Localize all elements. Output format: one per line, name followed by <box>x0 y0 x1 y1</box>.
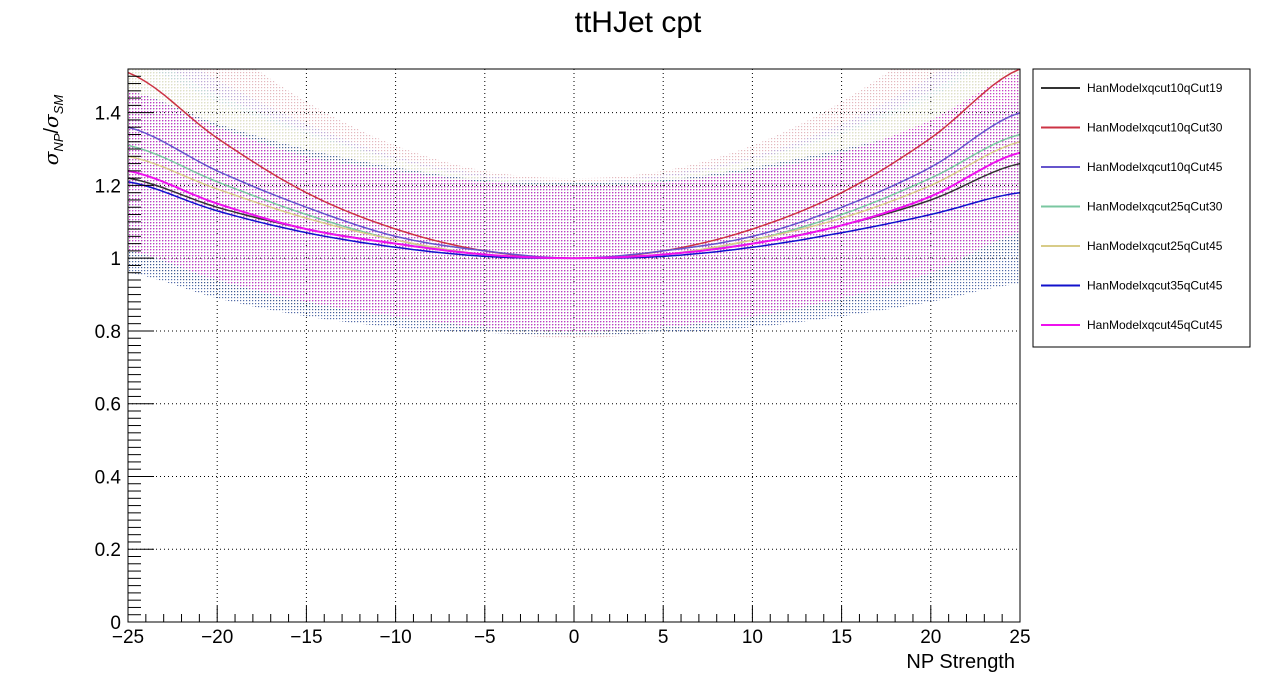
y-tick-label: 1.2 <box>95 176 121 197</box>
legend-label: HanModelxqcut45qCut45 <box>1087 318 1223 332</box>
series-lines <box>128 69 1020 260</box>
x-tick-label: 20 <box>920 627 941 648</box>
x-tick-label: 15 <box>831 627 852 648</box>
y-tick-label: 0.4 <box>95 467 122 488</box>
y-tick-label: 0 <box>110 613 121 634</box>
legend-label: HanModelxqcut25qCut45 <box>1087 239 1223 253</box>
x-tick-label: 0 <box>569 627 580 648</box>
x-axis-title: NP Strength <box>906 651 1015 673</box>
y-tick-label: 0.2 <box>95 540 121 561</box>
legend-label: HanModelxqcut10qCut19 <box>1087 81 1223 95</box>
legend-box <box>1032 68 1251 348</box>
x-tick-label: −25 <box>112 627 144 648</box>
x-tick-label: −10 <box>379 627 411 648</box>
line-HanModelxqcut45qCut45 <box>128 151 1020 260</box>
band-HanModelxqcut45qCut45 <box>128 72 1020 331</box>
x-tick-label: 25 <box>1009 627 1030 648</box>
uncertainty-bands <box>128 69 1020 339</box>
y-tick-label: 1.4 <box>95 104 122 125</box>
legend: HanModelxqcut10qCut19 HanModelxqcut10qCut… <box>1032 68 1251 348</box>
chart-title: ttHJet cpt <box>575 6 702 39</box>
legend-label: HanModelxqcut35qCut45 <box>1087 279 1223 293</box>
axes: −25 −20 −15 −10 −5 0 5 10 15 20 25 0 0.2 0.4 0.6 0.8 1 1.… <box>95 68 1031 648</box>
y-tick-label: 1 <box>110 249 121 270</box>
legend-label: HanModelxqcut25qCut30 <box>1087 200 1223 214</box>
x-tick-label: −15 <box>290 627 322 648</box>
x-tick-label: −5 <box>474 627 496 648</box>
x-tick-label: 10 <box>742 627 763 648</box>
y-tick-label: 0.8 <box>95 322 121 343</box>
legend-label: HanModelxqcut10qCut45 <box>1087 160 1223 174</box>
x-tick-label: 5 <box>658 627 669 648</box>
legend-label: HanModelxqcut10qCut30 <box>1087 121 1223 135</box>
y-axis-title: σNP/σSM <box>39 95 66 166</box>
y-tick-label: 0.6 <box>95 395 121 416</box>
x-tick-label: −20 <box>201 627 233 648</box>
